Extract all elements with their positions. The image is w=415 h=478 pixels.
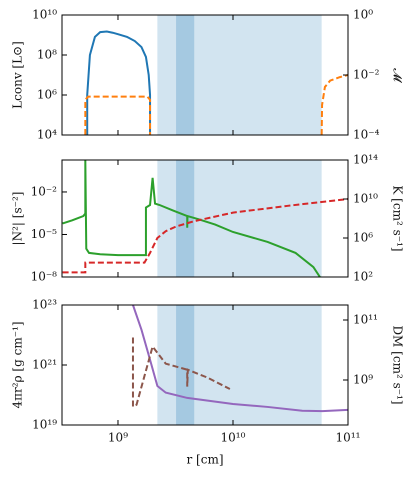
shaded-region (157, 160, 322, 277)
shaded-region (176, 305, 195, 425)
y-tick-label: 10¹⁴ (353, 153, 378, 167)
y-tick-label: 10⁻² (31, 184, 58, 198)
y-tick-label: 10⁻⁸ (31, 270, 58, 284)
y-axis-label: Lconv [L⊙] (11, 41, 25, 109)
y-tick-label: 10¹⁰ (353, 192, 378, 206)
y-tick-label: 10⁸ (37, 48, 57, 62)
y-tick-label: 10⁶ (353, 231, 373, 245)
x-axis-label: r [cm] (186, 453, 223, 467)
series-line (62, 198, 348, 274)
y-tick-label: 10²¹ (32, 358, 57, 372)
y2-axis-label: K [cm² s⁻¹] (391, 185, 405, 251)
y-tick-label: 10⁻⁵ (31, 227, 58, 241)
y-tick-label: 10⁶ (37, 88, 57, 102)
shaded-region (176, 15, 195, 135)
series-line (132, 305, 348, 413)
series-line (62, 160, 321, 277)
y-tick-label: 10⁻² (353, 68, 380, 82)
series-line (131, 337, 231, 409)
series-line (86, 30, 152, 135)
y-tick-label: 10⁹ (353, 372, 373, 386)
y-tick-label: 10⁻⁴ (353, 128, 380, 142)
y-tick-label: 10⁴ (37, 128, 57, 142)
x-tick-label: 10¹⁰ (221, 431, 246, 445)
y-tick-label: 10² (353, 270, 373, 284)
y-tick-label: 10²³ (32, 298, 57, 312)
x-tick-label: 10¹¹ (336, 431, 361, 445)
y2-axis-label: 𝓜 (391, 68, 405, 83)
y-tick-label: 10¹¹ (353, 312, 378, 326)
y-tick-label: 10¹⁰ (32, 8, 57, 22)
shaded-region (157, 15, 322, 135)
shaded-region (176, 160, 195, 277)
x-tick-label: 10⁹ (108, 431, 128, 445)
y2-axis-label: DM [cm² s⁻¹] (391, 325, 405, 404)
series-line (84, 74, 348, 135)
plot-frame (61, 159, 349, 278)
y-axis-label: 4πr²ρ [g cm⁻¹] (11, 321, 25, 408)
y-tick-label: 10¹⁹ (32, 418, 57, 432)
y-axis-label: |N²| [s⁻²] (11, 192, 25, 246)
y-tick-label: 10⁰ (353, 8, 373, 22)
